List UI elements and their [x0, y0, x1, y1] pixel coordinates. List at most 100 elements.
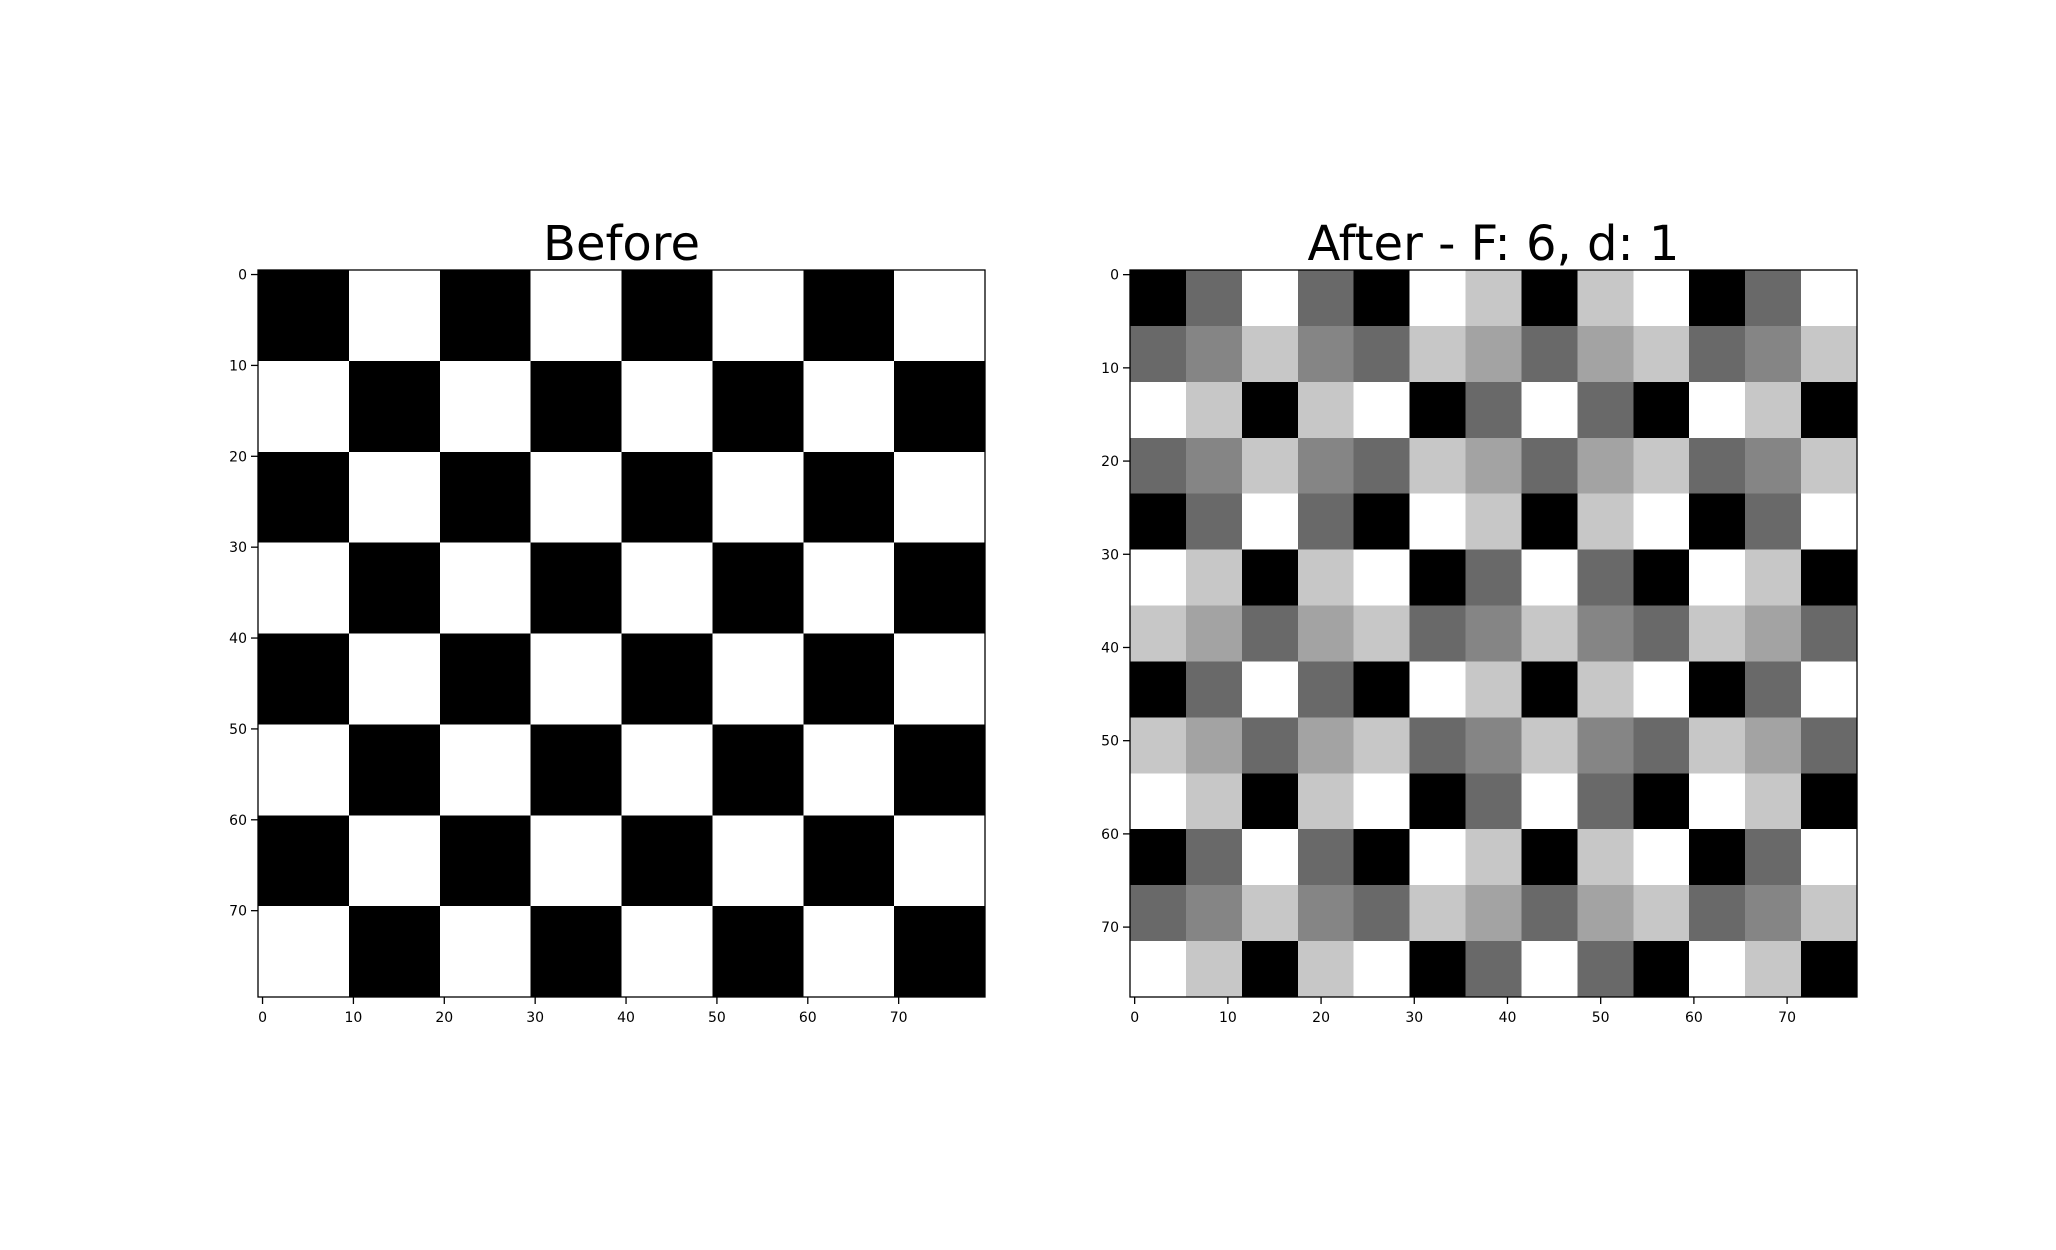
before-title: Before — [543, 216, 700, 272]
after-image-cell-r10-c5 — [1409, 829, 1467, 886]
before-image-cell-r3-c3 — [530, 542, 623, 635]
before-y-tick-label-6: 60 — [229, 813, 247, 829]
after-image-cell-r11-c9 — [1633, 885, 1690, 942]
after-image-cell-r9-c0 — [1130, 773, 1187, 830]
after-image-cell-r1-c9 — [1633, 325, 1690, 383]
after-image-cell-r6-c1 — [1185, 605, 1243, 663]
after-image-cell-r5-c12 — [1801, 549, 1858, 607]
before-axes-frame — [257, 269, 986, 998]
before-image-cell-r2-c0 — [258, 451, 350, 544]
after-image-cell-r0-c9 — [1633, 270, 1690, 327]
before-x-tick-label-6: 60 — [799, 1010, 817, 1026]
after-x-tick-label-3: 30 — [1405, 1010, 1423, 1026]
after-image-cell-r10-c3 — [1297, 829, 1355, 886]
after-image-cell-r8-c9 — [1633, 717, 1690, 774]
before-image-cell-r2-c4 — [621, 451, 713, 544]
before-image-cell-r7-c4 — [621, 906, 713, 998]
after-image-cell-r6-c2 — [1241, 605, 1299, 663]
after-y-tick-label-3: 30 — [1101, 547, 1119, 563]
after-image-cell-r6-c0 — [1130, 605, 1187, 663]
after-image-cell-r11-c12 — [1801, 885, 1858, 942]
after-image-cell-r4-c12 — [1801, 493, 1858, 551]
before-image-cell-r2-c2 — [439, 451, 532, 544]
before-image-cell-r5-c1 — [348, 724, 441, 816]
before-image-cell-r0-c5 — [712, 270, 804, 362]
before-image-cell-r1-c2 — [439, 360, 532, 453]
after-image-cell-r6-c5 — [1409, 605, 1467, 663]
after-image-cell-r11-c8 — [1577, 885, 1634, 942]
after-y-tick-label-2: 20 — [1101, 454, 1119, 470]
before-image-cell-r2-c1 — [348, 451, 441, 544]
after-image-cell-r5-c6 — [1465, 549, 1523, 607]
after-image-cell-r9-c5 — [1409, 773, 1467, 830]
after-x-tick-label-7: 70 — [1778, 1010, 1796, 1026]
before-x-tick-label-1: 10 — [345, 1010, 363, 1026]
before-image-cell-r7-c0 — [258, 906, 350, 998]
before-image-cell-r6-c2 — [439, 815, 532, 907]
after-x-tick-label-1: 10 — [1219, 1010, 1237, 1026]
after-image-cell-r1-c7 — [1521, 325, 1578, 383]
before-image-cell-r4-c5 — [712, 633, 804, 725]
after-image-cell-r9-c4 — [1353, 773, 1411, 830]
before-image-cell-r1-c4 — [621, 360, 713, 453]
before-image-cell-r0-c2 — [439, 270, 532, 362]
after-image-cell-r3-c0 — [1130, 437, 1187, 495]
after-y-tick-label-4: 40 — [1101, 640, 1119, 656]
after-image-cell-r4-c1 — [1185, 493, 1243, 551]
after-image-cell-r3-c11 — [1745, 437, 1802, 495]
after-image-cell-r3-c3 — [1297, 437, 1355, 495]
after-image-cell-r6-c11 — [1745, 605, 1802, 663]
after-y-tick-label-6: 60 — [1101, 827, 1119, 843]
after-image-cell-r8-c10 — [1689, 717, 1746, 774]
after-image-cell-r3-c6 — [1465, 437, 1523, 495]
after-image-cell-r7-c1 — [1185, 661, 1243, 718]
before-y-tick-label-7: 70 — [229, 904, 247, 920]
after-image-cell-r2-c5 — [1409, 381, 1467, 439]
after-image-cell-r9-c2 — [1241, 773, 1299, 830]
before-image-cell-r3-c2 — [439, 542, 532, 635]
after-image-cell-r5-c9 — [1633, 549, 1690, 607]
before-image-cell-r0-c4 — [621, 270, 713, 362]
after-image-cell-r4-c10 — [1689, 493, 1746, 551]
before-image-cell-r3-c7 — [894, 542, 986, 635]
before-image-cell-r3-c5 — [712, 542, 804, 635]
after-image-cell-r12-c8 — [1577, 941, 1634, 998]
after-image-cell-r5-c0 — [1130, 549, 1187, 607]
after-image-cell-r10-c9 — [1633, 829, 1690, 886]
after-image-cell-r3-c8 — [1577, 437, 1634, 495]
after-image-cell-r4-c6 — [1465, 493, 1523, 551]
after-image-cell-r6-c7 — [1521, 605, 1578, 663]
before-image-cell-r2-c7 — [894, 451, 986, 544]
after-image-cell-r12-c5 — [1409, 941, 1467, 998]
after-image-cell-r7-c10 — [1689, 661, 1746, 718]
after-image-cell-r2-c1 — [1185, 381, 1243, 439]
before-image-cell-r5-c4 — [621, 724, 713, 816]
after-image-cell-r5-c1 — [1185, 549, 1243, 607]
after-image-cell-r11-c11 — [1745, 885, 1802, 942]
before-image-cell-r2-c5 — [712, 451, 804, 544]
before-image-cell-r3-c1 — [348, 542, 441, 635]
after-image-cell-r2-c11 — [1745, 381, 1802, 439]
before-image-cell-r3-c4 — [621, 542, 713, 635]
after-image-cell-r5-c5 — [1409, 549, 1467, 607]
before-image-cell-r0-c7 — [894, 270, 986, 362]
after-image-cell-r0-c1 — [1185, 270, 1243, 327]
after-image-cell-r4-c11 — [1745, 493, 1802, 551]
after-image-cell-r0-c5 — [1409, 270, 1467, 327]
before-image-cell-r5-c7 — [894, 724, 986, 816]
after-image-cell-r1-c4 — [1353, 325, 1411, 383]
after-image-cell-r0-c3 — [1297, 270, 1355, 327]
before-y-tick-label-2: 20 — [229, 449, 247, 465]
after-image-cell-r12-c2 — [1241, 941, 1299, 998]
before-image-cell-r5-c2 — [439, 724, 532, 816]
after-image-cell-r4-c7 — [1521, 493, 1578, 551]
after-image-cell-r9-c7 — [1521, 773, 1578, 830]
after-y-tick-label-5: 50 — [1101, 734, 1119, 750]
after-title: After - F: 6, d: 1 — [1308, 216, 1680, 272]
before-image-cell-r7-c7 — [894, 906, 986, 998]
before-image-cell-r4-c6 — [803, 633, 895, 725]
after-image-cell-r0-c12 — [1801, 270, 1858, 327]
after-image-cell-r3-c2 — [1241, 437, 1299, 495]
after-image-cell-r12-c0 — [1130, 941, 1187, 998]
